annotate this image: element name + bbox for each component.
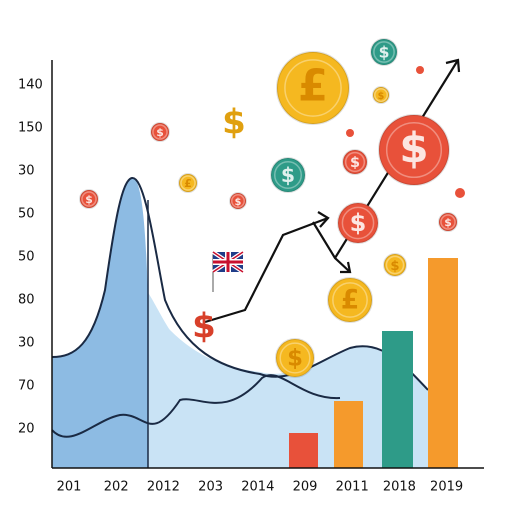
bar — [289, 433, 318, 468]
coin — [229, 192, 247, 210]
coin-symbol: $ — [222, 103, 246, 143]
y-axis-label: 30 — [18, 336, 35, 351]
coin-rim — [385, 255, 405, 275]
coin-symbol: $ — [235, 197, 242, 208]
coin-symbol: $ — [350, 155, 360, 171]
coin-symbol: $ — [156, 126, 164, 139]
coin-symbol: $ — [378, 91, 385, 102]
coin-symbol: £ — [341, 285, 359, 316]
x-axis-label: 202 — [104, 480, 129, 495]
coin — [378, 114, 450, 186]
coin-rim — [344, 151, 366, 173]
peak-area — [52, 177, 148, 468]
dot — [455, 188, 465, 198]
coin — [372, 86, 390, 104]
coin — [342, 149, 368, 175]
coin-symbol: $ — [379, 44, 390, 62]
coin-rim — [231, 194, 245, 208]
coin — [438, 212, 458, 232]
coin — [370, 38, 398, 66]
coin-symbol: $ — [85, 193, 93, 206]
y-axis-label: 50 — [18, 207, 35, 222]
coin-rim — [332, 282, 368, 318]
coin-rim — [440, 214, 456, 230]
y-axis-label: 140 — [18, 78, 43, 93]
coin-rim — [385, 121, 443, 179]
coin-symbol: $ — [192, 307, 216, 347]
wave — [51, 374, 341, 438]
coin-symbol: $ — [281, 163, 295, 187]
y-axis-label: 80 — [18, 293, 35, 308]
coin-rim — [279, 342, 311, 374]
coin-rim — [374, 88, 388, 102]
y-axis-label: 20 — [18, 422, 35, 437]
coin-symbol: $ — [399, 124, 428, 173]
coin — [178, 173, 198, 193]
bar — [382, 331, 413, 468]
x-axis-label: 2014 — [241, 480, 274, 495]
dot — [346, 129, 354, 137]
x-axis-label: 201 — [57, 480, 82, 495]
y-axis-label: 150 — [18, 121, 43, 136]
coin-rim — [284, 59, 342, 117]
coin-symbol: $ — [444, 216, 452, 229]
coin — [276, 51, 350, 125]
x-axis-label: 2011 — [336, 480, 369, 495]
coin — [337, 202, 379, 244]
x-axis-label: 203 — [198, 480, 223, 495]
coin-symbol: £ — [184, 177, 192, 190]
coin-rim — [373, 41, 395, 63]
coin-symbol: £ — [298, 62, 328, 112]
coin — [275, 338, 315, 378]
x-axis-label: 2018 — [383, 480, 416, 495]
coin — [150, 122, 170, 142]
coin — [383, 253, 407, 277]
x-axis-label: 2019 — [430, 480, 463, 495]
coin-symbol: $ — [287, 346, 303, 372]
coin — [270, 157, 306, 193]
x-axis-label: 209 — [293, 480, 318, 495]
coin-symbol: $ — [350, 209, 367, 237]
coin-rim — [273, 160, 303, 190]
coin-rim — [180, 175, 196, 191]
y-axis-label: 30 — [18, 164, 35, 179]
coin — [327, 277, 373, 323]
coin — [79, 189, 99, 209]
y-axis-label: 50 — [18, 250, 35, 265]
flag — [211, 250, 245, 292]
bar — [334, 401, 363, 468]
coin-symbol: $ — [390, 259, 399, 274]
coin-rim — [81, 191, 97, 207]
curve — [51, 177, 429, 391]
y-axis-label: 70 — [18, 379, 35, 394]
dot — [416, 66, 424, 74]
coin-rim — [152, 124, 168, 140]
bar — [428, 258, 458, 468]
x-axis-label: 2012 — [147, 480, 180, 495]
coin-rim — [341, 206, 375, 240]
